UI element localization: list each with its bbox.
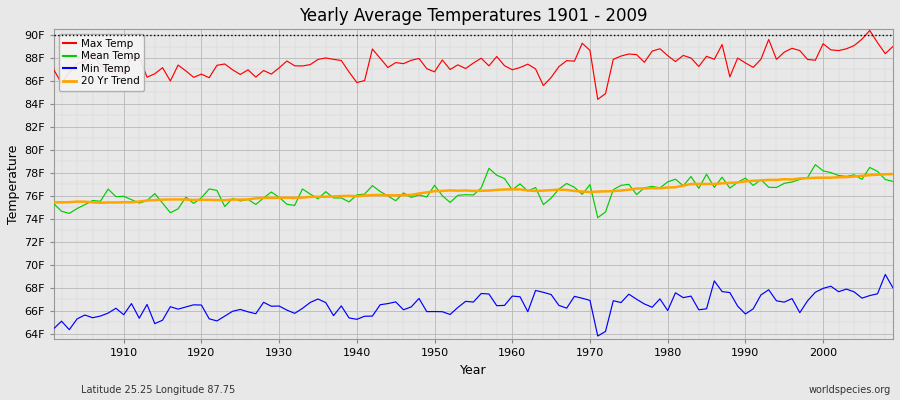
Text: worldspecies.org: worldspecies.org — [809, 385, 891, 395]
X-axis label: Year: Year — [460, 364, 487, 377]
Y-axis label: Temperature: Temperature — [7, 145, 20, 224]
Text: Latitude 25.25 Longitude 87.75: Latitude 25.25 Longitude 87.75 — [81, 385, 235, 395]
Legend: Max Temp, Mean Temp, Min Temp, 20 Yr Trend: Max Temp, Mean Temp, Min Temp, 20 Yr Tre… — [59, 34, 144, 91]
Title: Yearly Average Temperatures 1901 - 2009: Yearly Average Temperatures 1901 - 2009 — [299, 7, 648, 25]
